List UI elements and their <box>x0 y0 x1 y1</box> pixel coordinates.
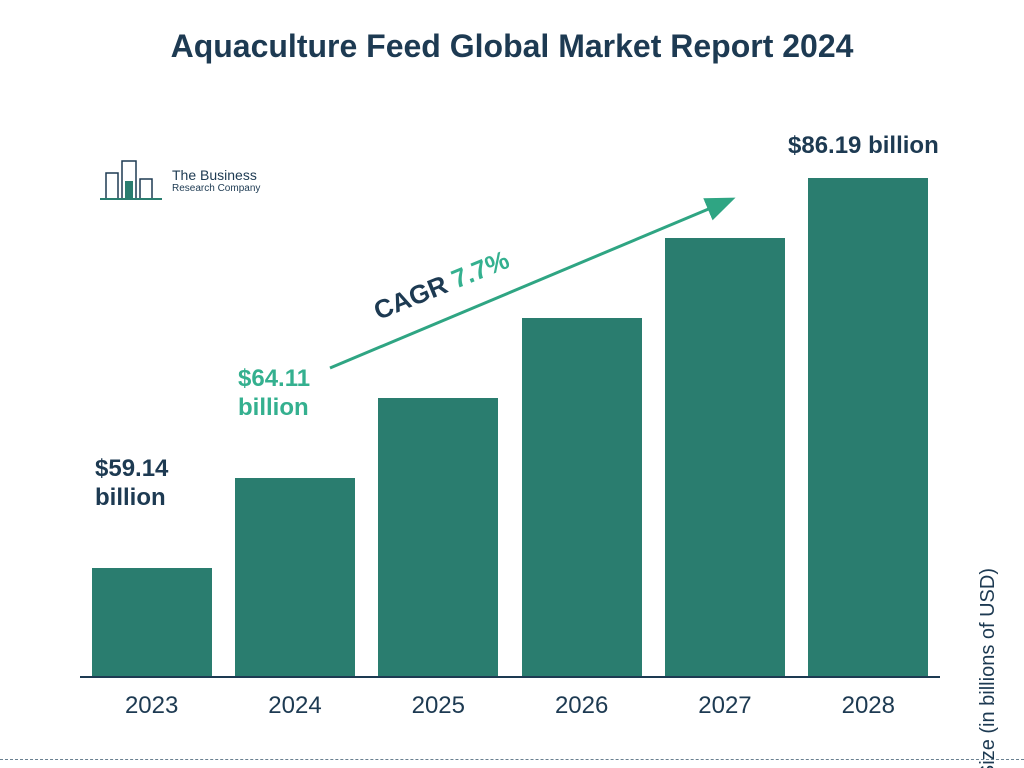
x-label-2026: 2026 <box>512 692 652 720</box>
x-label-2023: 2023 <box>82 692 222 720</box>
bar-2024 <box>235 478 355 678</box>
value-2023-amount: $59.14 <box>95 455 168 482</box>
bottom-divider <box>0 759 1024 760</box>
bar-2026 <box>522 318 642 678</box>
x-label-2027: 2027 <box>655 692 795 720</box>
value-label-2028: $86.19 billion <box>788 132 939 161</box>
bar-2025 <box>378 398 498 678</box>
chart-page: Aquaculture Feed Global Market Report 20… <box>0 0 1024 768</box>
bar-group <box>80 128 940 678</box>
value-label-2024: $64.11 billion <box>238 365 310 423</box>
bar-wrap-2025 <box>368 398 508 678</box>
chart-title: Aquaculture Feed Global Market Report 20… <box>0 28 1024 65</box>
x-label-2025: 2025 <box>368 692 508 720</box>
x-axis-labels: 2023 2024 2025 2026 2027 2028 <box>80 692 940 720</box>
bar-wrap-2026 <box>512 318 652 678</box>
y-axis-label: Market Size (in billions of USD) <box>977 568 1000 768</box>
value-2024-unit: billion <box>238 394 309 421</box>
x-axis-baseline <box>80 676 940 678</box>
bar-wrap-2024 <box>225 478 365 678</box>
bar-2023 <box>92 568 212 678</box>
bar-2027 <box>665 238 785 678</box>
chart-area <box>80 128 940 678</box>
bar-wrap-2027 <box>655 238 795 678</box>
bar-2028 <box>808 178 928 678</box>
x-label-2024: 2024 <box>225 692 365 720</box>
x-label-2028: 2028 <box>798 692 938 720</box>
value-2023-unit: billion <box>95 484 166 511</box>
value-2024-amount: $64.11 <box>238 365 310 392</box>
value-label-2023: $59.14 billion <box>95 455 168 513</box>
bar-wrap-2023 <box>82 568 222 678</box>
bar-wrap-2028 <box>798 178 938 678</box>
